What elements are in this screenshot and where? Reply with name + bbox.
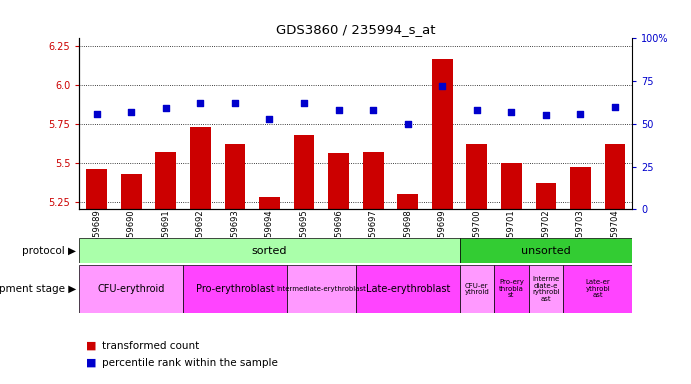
Point — [195, 100, 206, 106]
Text: development stage ▶: development stage ▶ — [0, 284, 76, 294]
Text: unsorted: unsorted — [521, 245, 571, 256]
Bar — [79, 238, 460, 263]
Bar — [155, 152, 176, 209]
Text: transformed count: transformed count — [102, 341, 199, 351]
Text: Interme
diate-e
rythrobl
ast: Interme diate-e rythrobl ast — [532, 276, 560, 302]
Point — [299, 100, 310, 106]
Point — [126, 109, 137, 115]
Point — [540, 112, 551, 118]
Point — [160, 105, 171, 111]
Bar — [466, 144, 487, 209]
Bar — [494, 265, 529, 313]
Text: Late-er
ythrobl
ast: Late-er ythrobl ast — [585, 280, 610, 298]
Bar — [536, 183, 556, 209]
Text: Late-erythroblast: Late-erythroblast — [366, 284, 450, 294]
Bar — [460, 238, 632, 263]
Bar — [563, 265, 632, 313]
Bar — [287, 265, 356, 313]
Text: CFU-er
ythroid: CFU-er ythroid — [464, 283, 489, 295]
Bar — [79, 265, 183, 313]
Bar — [605, 144, 625, 209]
Point — [264, 116, 275, 122]
Bar — [294, 135, 314, 209]
Bar — [121, 174, 142, 209]
Bar — [183, 265, 287, 313]
Point — [609, 104, 621, 110]
Text: percentile rank within the sample: percentile rank within the sample — [102, 358, 278, 368]
Text: ■: ■ — [86, 358, 97, 368]
Bar — [570, 167, 591, 209]
Bar — [432, 59, 453, 209]
Point — [506, 109, 517, 115]
Text: sorted: sorted — [252, 245, 287, 256]
Point — [229, 100, 240, 106]
Bar — [190, 127, 211, 209]
Point — [437, 83, 448, 89]
Point — [368, 107, 379, 113]
Title: GDS3860 / 235994_s_at: GDS3860 / 235994_s_at — [276, 23, 435, 36]
Bar — [460, 265, 494, 313]
Text: protocol ▶: protocol ▶ — [22, 245, 76, 256]
Bar — [259, 197, 280, 209]
Bar — [363, 152, 384, 209]
Bar — [328, 153, 349, 209]
Point — [575, 111, 586, 117]
Text: ■: ■ — [86, 341, 97, 351]
Bar — [529, 265, 563, 313]
Bar — [501, 163, 522, 209]
Text: Pro-ery
throbla
st: Pro-ery throbla st — [499, 280, 524, 298]
Bar — [397, 194, 418, 209]
Bar — [225, 144, 245, 209]
Text: Pro-erythroblast: Pro-erythroblast — [196, 284, 274, 294]
Point — [471, 107, 482, 113]
Bar — [356, 265, 460, 313]
Text: CFU-erythroid: CFU-erythroid — [97, 284, 165, 294]
Bar — [86, 169, 107, 209]
Text: Intermediate-erythroblast: Intermediate-erythroblast — [276, 286, 366, 292]
Point — [91, 111, 102, 117]
Point — [402, 121, 413, 127]
Point — [333, 107, 344, 113]
